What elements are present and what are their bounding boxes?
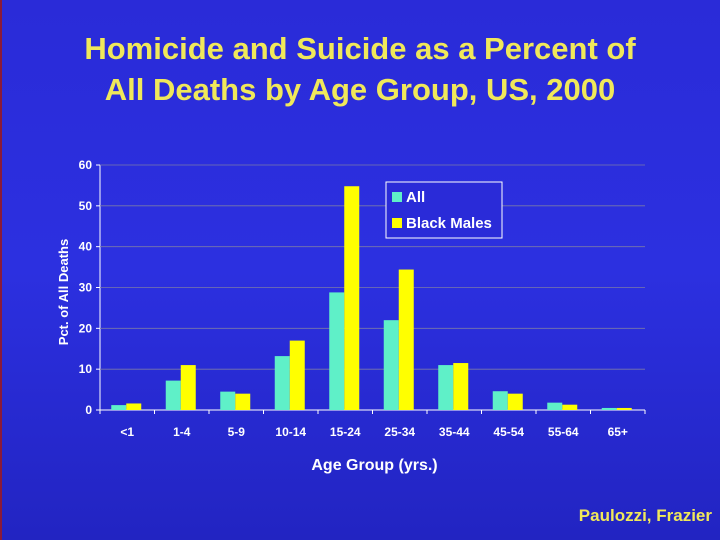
bar-all: [492, 391, 508, 410]
x-tick-label: 65+: [608, 425, 628, 439]
slide-left-border: [0, 0, 2, 540]
bar-black-males: [453, 363, 469, 410]
legend-swatch-black-males: [392, 218, 402, 228]
x-tick-label: 1-4: [173, 425, 191, 439]
y-axis-title: Pct. of All Deaths: [56, 239, 71, 345]
title-line-1: Homicide and Suicide as a Percent of: [84, 31, 636, 66]
bar-all: [220, 391, 236, 410]
bar-black-males: [126, 403, 142, 410]
x-tick-label: <1: [120, 425, 134, 439]
bar-black-males: [507, 393, 523, 410]
bar-black-males: [616, 407, 632, 410]
x-tick-label: 45-54: [493, 425, 524, 439]
y-tick-label: 40: [79, 240, 93, 254]
bar-all: [438, 365, 454, 410]
bar-black-males: [562, 404, 578, 410]
x-axis-title: Age Group (yrs.): [311, 457, 437, 474]
y-tick-label: 20: [79, 321, 93, 335]
x-tick-label: 10-14: [275, 425, 306, 439]
x-tick-label: 35-44: [439, 425, 470, 439]
bar-black-males: [398, 269, 414, 410]
y-tick-label: 50: [79, 199, 93, 213]
bar-all: [601, 407, 617, 410]
y-tick-label: 60: [79, 158, 93, 172]
credit-text: Paulozzi, Frazier: [578, 506, 712, 525]
legend-box: [385, 181, 503, 239]
legend-swatch-all: [392, 192, 402, 202]
y-tick-label: 0: [85, 403, 92, 417]
bar-black-males: [235, 393, 251, 410]
x-tick-label: 55-64: [548, 425, 579, 439]
bar-all: [329, 292, 345, 410]
x-tick-label: 15-24: [330, 425, 361, 439]
bar-all: [547, 402, 563, 410]
bar-all: [274, 356, 290, 410]
bar-all: [383, 320, 399, 410]
y-tick-label: 10: [79, 362, 93, 376]
title-line-2: All Deaths by Age Group, US, 2000: [104, 72, 616, 107]
slide-title: Homicide and Suicide as a Percent of All…: [0, 28, 720, 110]
legend-label-black-males: Black Males: [406, 215, 492, 232]
x-tick-label: 5-9: [228, 425, 246, 439]
bar-black-males: [344, 186, 360, 410]
bar-all: [165, 380, 181, 410]
x-tick-label: 25-34: [384, 425, 415, 439]
legend-label-all: All: [406, 189, 425, 206]
bar-black-males: [289, 340, 305, 410]
bar-black-males: [180, 365, 196, 410]
bar-all: [111, 405, 127, 410]
y-tick-label: 30: [79, 281, 93, 295]
